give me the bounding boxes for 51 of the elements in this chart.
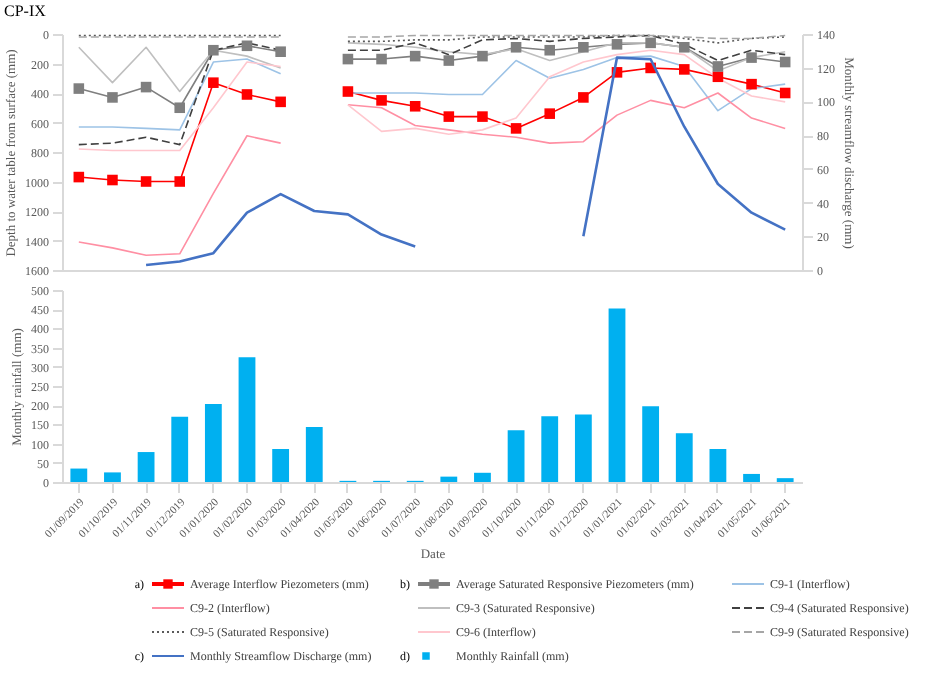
point — [174, 176, 186, 187]
point — [477, 50, 488, 62]
point — [107, 92, 118, 103]
point — [107, 174, 118, 186]
bar — [305, 427, 323, 482]
bar — [104, 472, 121, 482]
point — [208, 44, 219, 56]
point — [275, 96, 286, 108]
point — [174, 102, 186, 114]
point — [712, 61, 724, 72]
point — [578, 41, 589, 53]
point — [409, 100, 421, 112]
bar — [474, 472, 491, 482]
bar — [608, 308, 626, 482]
bar — [709, 448, 727, 482]
point — [510, 41, 522, 53]
bar — [743, 473, 760, 482]
bar — [70, 468, 88, 482]
bar — [272, 448, 290, 482]
point — [342, 86, 354, 97]
point — [376, 95, 387, 106]
point — [73, 83, 85, 94]
bar — [541, 416, 559, 482]
point — [611, 39, 623, 50]
point — [544, 108, 556, 119]
point — [443, 111, 455, 122]
bar — [137, 452, 155, 482]
bar — [171, 416, 189, 482]
point — [645, 37, 656, 49]
bar — [204, 404, 222, 482]
point — [544, 44, 556, 56]
point — [443, 55, 455, 66]
point — [376, 53, 387, 65]
bar — [675, 433, 693, 482]
point — [510, 123, 522, 134]
point — [678, 64, 690, 75]
bar — [574, 414, 592, 482]
point — [208, 77, 219, 88]
point — [746, 78, 757, 90]
point — [140, 176, 152, 187]
point — [241, 89, 253, 100]
point — [678, 41, 690, 53]
bar — [440, 476, 458, 482]
chart-title: CP-IX — [4, 2, 47, 20]
point — [275, 46, 286, 57]
bar — [642, 406, 660, 482]
point — [746, 52, 757, 63]
point — [578, 92, 589, 103]
bar — [507, 430, 525, 482]
bar — [238, 357, 256, 482]
point — [477, 111, 488, 122]
